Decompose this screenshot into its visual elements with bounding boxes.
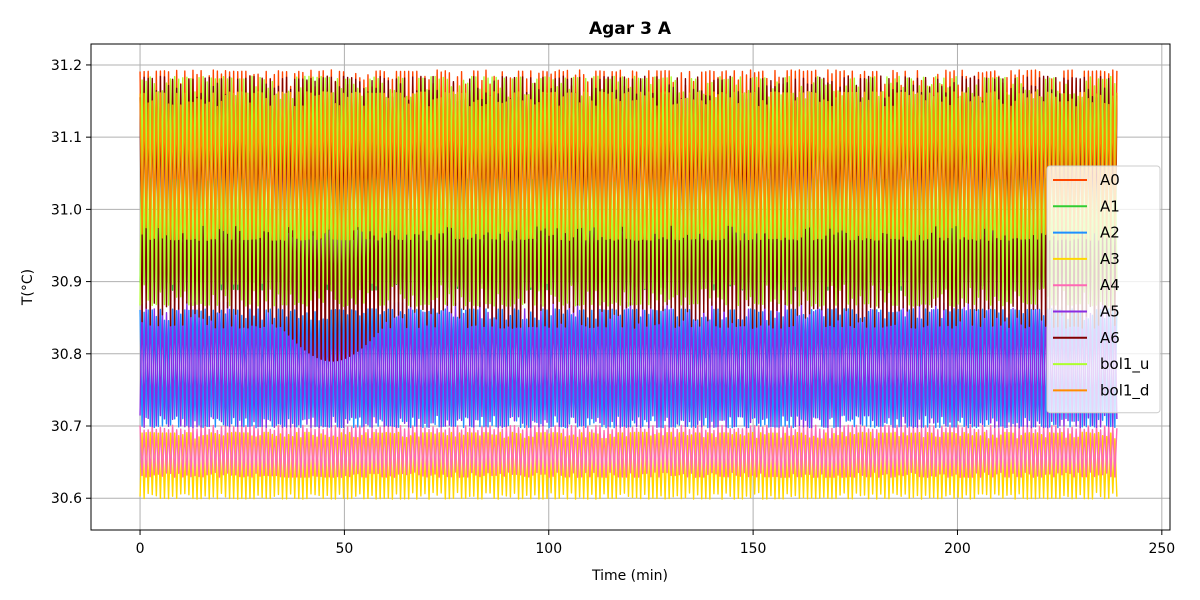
y-tick-label: 30.6	[51, 491, 82, 507]
legend-label: A0	[1100, 171, 1120, 189]
plot-frame	[90, 43, 1171, 531]
legend: A0 A1 A2 A3 A4 A5 A6 bol1_u bol1_d	[1046, 165, 1161, 414]
legend-label: bol1_d	[1100, 381, 1149, 400]
legend-label: A3	[1100, 250, 1120, 268]
legend-box	[1046, 165, 1161, 414]
series-line-bol1-d	[139, 91, 1118, 241]
x-tick-label: 250	[1148, 541, 1175, 557]
legend-label: A1	[1100, 197, 1120, 215]
legend-label: A6	[1100, 329, 1120, 347]
x-tick-label: 0	[136, 541, 145, 557]
y-tick-label: 30.9	[51, 275, 82, 291]
series-line-a5	[139, 300, 1118, 429]
x-axis-label: Time (min)	[591, 568, 668, 584]
x-tick-label: 50	[335, 541, 353, 557]
legend-label: A5	[1100, 303, 1120, 321]
legend-label: bol1_u	[1100, 355, 1149, 374]
series-line-bol1-u	[139, 75, 1118, 307]
y-tick-label: 31.1	[51, 130, 82, 146]
series-line-a2	[139, 308, 1118, 429]
legend-label: A2	[1100, 224, 1120, 242]
x-tick-label: 200	[944, 541, 971, 557]
legend-label: A4	[1100, 276, 1120, 294]
y-tick-label: 30.8	[51, 347, 82, 363]
series-line-a3	[139, 431, 1118, 500]
plot-area	[139, 69, 1118, 500]
x-axis: 0 50 100 150 200 250	[136, 530, 1175, 557]
y-tick-label: 30.7	[51, 419, 82, 435]
series-line-a6	[139, 75, 1118, 362]
chart-title: Agar 3 A	[589, 19, 672, 39]
x-tick-label: 150	[740, 541, 767, 557]
y-axis: 30.6 30.7 30.8 30.9 31.0 31.1 31.2	[51, 58, 91, 507]
y-tick-label: 31.0	[51, 202, 82, 218]
y-tick-label: 31.2	[51, 58, 82, 74]
x-tick-label: 100	[535, 541, 562, 557]
series-line-a0	[139, 69, 1118, 242]
y-axis-label: T(°C)	[20, 269, 36, 306]
